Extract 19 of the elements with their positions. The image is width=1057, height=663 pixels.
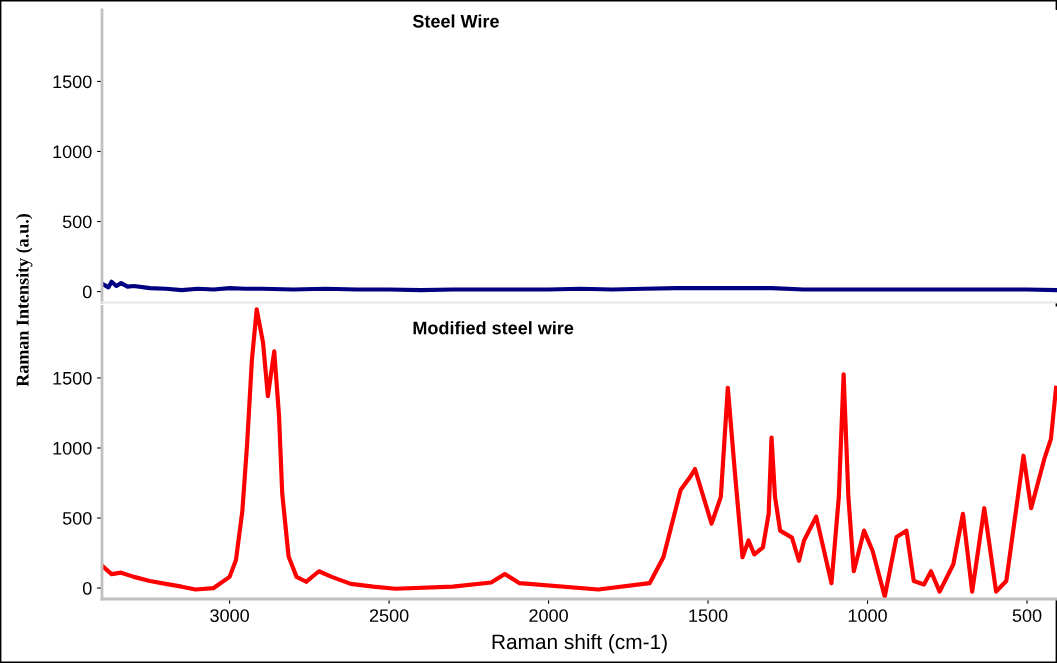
x-tick-label: 1500 xyxy=(689,609,728,622)
text: Modified steel wire xyxy=(413,321,574,335)
y-tick-label: 1000 xyxy=(53,145,92,159)
y-tick-label: 0 xyxy=(82,285,92,299)
x-tick-label: 2000 xyxy=(529,609,568,622)
x-tick-label: 1000 xyxy=(848,609,887,622)
x-tick-label: 2500 xyxy=(369,609,409,622)
x-tick-label: 500 xyxy=(1012,609,1042,622)
chart-title: Steel Wire xyxy=(412,14,499,28)
x-axis-title: Raman shift (cm-1) xyxy=(492,633,667,654)
y-tick-label: 1000 xyxy=(53,441,92,455)
line-series xyxy=(102,279,1057,293)
y-tick-label: 1500 xyxy=(53,75,92,89)
y-tick-label: 1500 xyxy=(53,371,92,385)
y-tick-label: 500 xyxy=(62,511,92,525)
y-axis-title: Raman Intensity (a.u.) xyxy=(16,214,33,387)
x-tick-label: 3000 xyxy=(210,609,249,622)
y-tick-label: 500 xyxy=(62,215,92,229)
y-tick-label: 0 xyxy=(82,582,92,595)
